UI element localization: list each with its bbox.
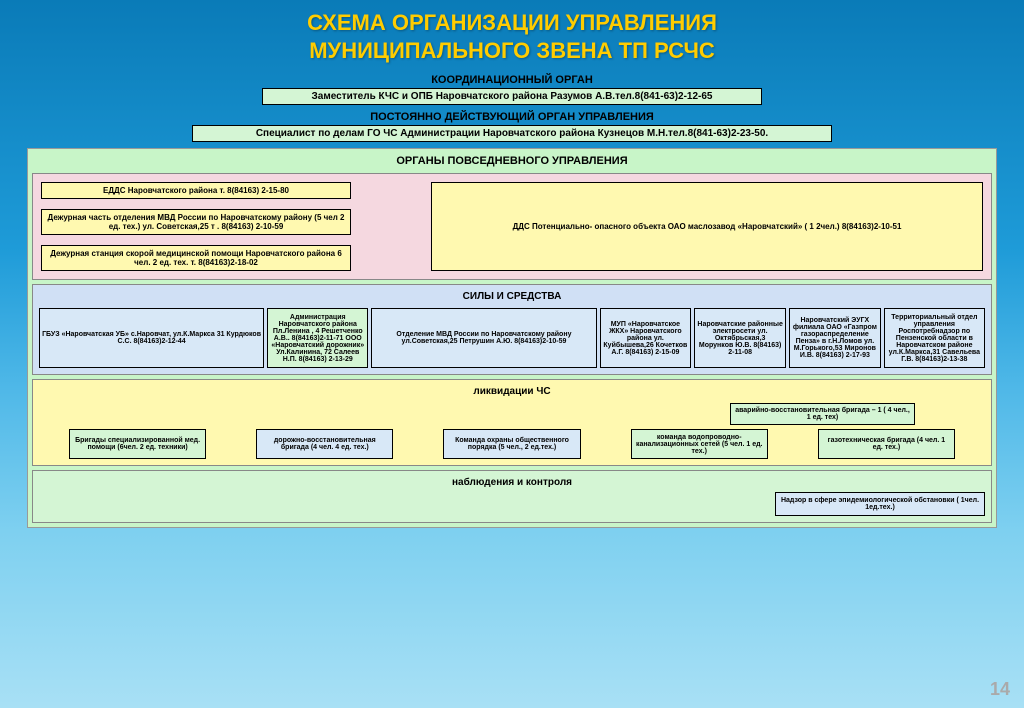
forces-cell: Территориальный отдел управления Роспотр… [884,308,985,368]
forces-cell: ГБУЗ «Наровчатская УБ» с.Наровчат, ул.К.… [39,308,264,368]
liquid-cell: Команда охраны общественного порядка (5 … [443,429,580,459]
daily-right-box: ДДС Потенциально- опасного объекта ОАО м… [431,182,983,271]
perm-box: Специалист по делам ГО ЧС Администрации … [192,125,832,142]
main-title-line2: МУНИЦИПАЛЬНОГО ЗВЕНА ТП РСЧС [0,38,1024,70]
forces-cell: МУП «Наровчатское ЖКХ» Наровчатского рай… [600,308,692,368]
liquid-cell: газотехническая бригада (4 чел. 1 ед. те… [818,429,955,459]
obs-panel: наблюдения и контроля Надзор в сфере эпи… [32,470,992,523]
daily-left-box: ЕДДС Наровчатского района т. 8(84163) 2-… [41,182,351,199]
main-title-line1: СХЕМА ОРГАНИЗАЦИИ УПРАВЛЕНИЯ [0,0,1024,38]
coord-box: Заместитель КЧС и ОПБ Наровчатского райо… [262,88,762,105]
daily-heading: ОРГАНЫ ПОВСЕДНЕВНОГО УПРАВЛЕНИЯ [32,155,992,167]
forces-row: ГБУЗ «Наровчатская УБ» с.Наровчат, ул.К.… [39,308,985,368]
liquid-upper-box: аварийно-восстановительная бригада – 1 (… [730,403,915,425]
liquid-row: Бригады специализированной мед. помощи (… [39,429,985,459]
main-container: ОРГАНЫ ПОВСЕДНЕВНОГО УПРАВЛЕНИЯ ЕДДС Нар… [27,148,997,528]
liquid-heading: ликвидации ЧС [39,386,985,397]
forces-cell: Администрация Наровчатского района Пл.Ле… [267,308,368,368]
daily-panel: ЕДДС Наровчатского района т. 8(84163) 2-… [32,173,992,280]
obs-heading: наблюдения и контроля [39,477,985,488]
spacer [361,182,421,271]
forces-cell: Отделение МВД России по Наровчатскому ра… [371,308,596,368]
forces-panel: СИЛЫ И СРЕДСТВА ГБУЗ «Наровчатская УБ» с… [32,284,992,375]
daily-right-col: ДДС Потенциально- опасного объекта ОАО м… [431,182,983,271]
daily-left-col: ЕДДС Наровчатского района т. 8(84163) 2-… [41,182,351,271]
daily-left-box: Дежурная часть отделения МВД России по Н… [41,209,351,235]
forces-heading: СИЛЫ И СРЕДСТВА [39,291,985,302]
liquid-cell: команда водопроводно-канализационных сет… [631,429,768,459]
forces-cell: Наровчатские районные электросети ул. Ок… [694,308,786,368]
perm-heading: ПОСТОЯННО ДЕЙСТВУЮЩИЙ ОРГАН УПРАВЛЕНИЯ [0,111,1024,123]
obs-box: Надзор в сфере эпидемиологической обстан… [775,492,985,516]
daily-left-box: Дежурная станция скорой медицинской помо… [41,245,351,271]
liquid-cell: Бригады специализированной мед. помощи (… [69,429,206,459]
coord-heading: КООРДИНАЦИОННЫЙ ОРГАН [0,74,1024,86]
liquid-panel: ликвидации ЧС аварийно-восстановительная… [32,379,992,466]
forces-cell: Наровчатский ЭУГХ филиала ОАО «Газпром г… [789,308,881,368]
liquid-cell: дорожно-восстановительная бригада (4 чел… [256,429,393,459]
page-number: 14 [990,679,1010,700]
